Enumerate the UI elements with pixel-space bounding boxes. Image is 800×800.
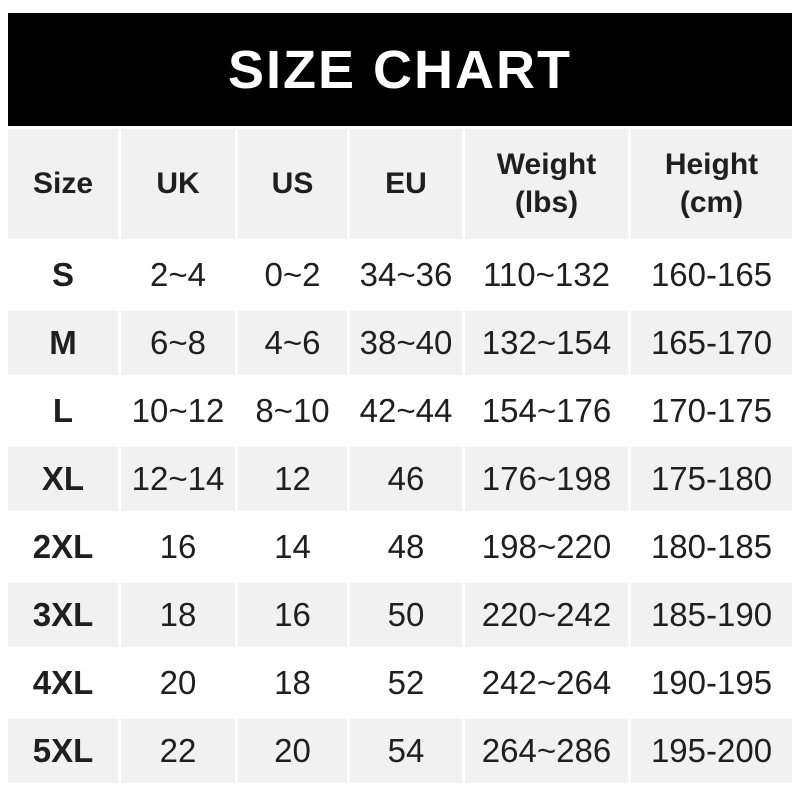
- header-cell-size: Size: [8, 129, 118, 239]
- eu-cell: 50: [350, 583, 462, 647]
- size-cell: S: [51, 256, 74, 293]
- eu-cell: 46: [350, 447, 462, 511]
- weight-cell: 220~242: [465, 583, 628, 647]
- size-cell: M: [8, 311, 118, 375]
- size-cell: L: [52, 392, 74, 429]
- weight-cell: 198~220: [481, 528, 612, 565]
- height-cell: 180-185: [650, 528, 773, 565]
- eu-cell: 48: [387, 528, 425, 565]
- height-cell: 195-200: [631, 719, 792, 783]
- eu-cell: 54: [350, 719, 462, 783]
- header-cell-us: US: [238, 129, 347, 239]
- uk-cell: 12~14: [121, 447, 235, 511]
- size-cell: 3XL: [8, 583, 118, 647]
- weight-cell: 132~154: [465, 311, 628, 375]
- chart-title: SIZE CHART: [228, 39, 572, 100]
- us-cell: 20: [238, 719, 347, 783]
- uk-cell: 10~12: [131, 392, 225, 429]
- height-cell: 160-165: [650, 256, 773, 293]
- header-cell-weight: Weight (lbs): [465, 129, 628, 239]
- eu-cell: 52: [387, 664, 425, 701]
- height-cell: 185-190: [631, 583, 792, 647]
- height-cell: 170-175: [650, 392, 773, 429]
- us-cell: 0~2: [264, 256, 321, 293]
- header-cell-eu: EU: [350, 129, 462, 239]
- size-cell: 4XL: [32, 664, 94, 701]
- uk-cell: 16: [159, 528, 197, 565]
- weight-cell: 176~198: [465, 447, 628, 511]
- size-cell: 5XL: [8, 719, 118, 783]
- header-label: US: [271, 167, 314, 200]
- us-cell: 14: [274, 528, 311, 565]
- uk-cell: 18: [121, 583, 235, 647]
- header-cell-height: Height (cm): [631, 129, 792, 239]
- us-cell: 8~10: [255, 392, 330, 429]
- height-cell: 175-180: [631, 447, 792, 511]
- us-cell: 12: [238, 447, 347, 511]
- height-cell: 190-195: [650, 664, 773, 701]
- header-sublabel: (cm): [679, 186, 744, 219]
- eu-cell: 34~36: [359, 256, 453, 293]
- header-label: Size: [32, 167, 94, 200]
- header-label: Weight: [496, 148, 597, 181]
- weight-cell: 154~176: [481, 392, 612, 429]
- header-label: Height: [664, 148, 759, 181]
- size-table: Size UK US EU Weight (lbs) Height (cm) S…: [8, 129, 792, 783]
- eu-cell: 38~40: [350, 311, 462, 375]
- uk-cell: 20: [159, 664, 197, 701]
- us-cell: 18: [274, 664, 311, 701]
- uk-cell: 6~8: [121, 311, 235, 375]
- size-cell: XL: [8, 447, 118, 511]
- header-cell-uk: UK: [121, 129, 235, 239]
- weight-cell: 110~132: [483, 256, 610, 293]
- height-cell: 165-170: [631, 311, 792, 375]
- weight-cell: 242~264: [481, 664, 612, 701]
- size-chart-banner: SIZE CHART: [8, 13, 792, 126]
- eu-cell: 42~44: [359, 392, 453, 429]
- us-cell: 16: [238, 583, 347, 647]
- header-label: UK: [156, 167, 200, 200]
- size-cell: 2XL: [32, 528, 94, 565]
- us-cell: 4~6: [238, 311, 347, 375]
- header-label: EU: [385, 167, 427, 200]
- weight-cell: 264~286: [465, 719, 628, 783]
- header-sublabel: (lbs): [514, 186, 579, 219]
- uk-cell: 2~4: [150, 256, 206, 293]
- uk-cell: 22: [121, 719, 235, 783]
